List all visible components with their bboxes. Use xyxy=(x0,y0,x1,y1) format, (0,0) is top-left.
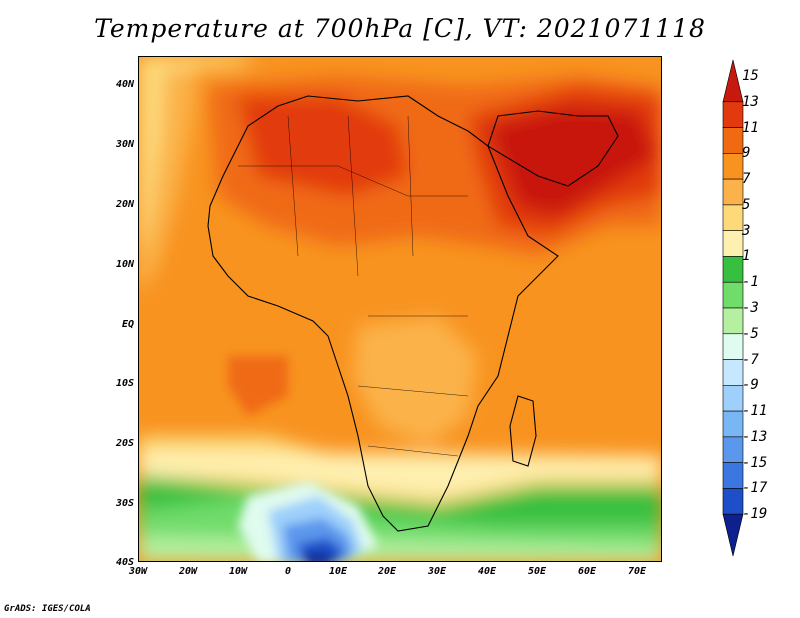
colorbar-label: 7 xyxy=(742,171,751,188)
x-tick-label: 20E xyxy=(377,566,397,577)
temperature-map xyxy=(138,56,662,562)
x-tick-label: 60E xyxy=(577,566,597,577)
colorbar xyxy=(722,59,744,557)
colorbar-swatch xyxy=(722,101,744,128)
colorbar-label: 15 xyxy=(742,68,759,84)
colorbar-label: 11 xyxy=(742,119,759,136)
colorbar-label: -11 xyxy=(742,403,768,420)
credit-text: GrADS: IGES/COLA xyxy=(4,604,91,614)
x-tick-label: 10W xyxy=(228,566,248,577)
colorbar-swatch xyxy=(722,281,744,309)
colorbar-swatch xyxy=(722,462,744,489)
y-tick-label: 40S xyxy=(115,557,134,568)
x-tick-label: 30E xyxy=(427,566,447,577)
colorbar-label: 9 xyxy=(742,145,751,162)
colorbar-label: -17 xyxy=(742,480,768,497)
colorbar-swatch xyxy=(722,333,744,360)
x-tick-label: 0 xyxy=(284,566,292,577)
colorbar-swatch xyxy=(722,59,744,103)
colorbar-swatch xyxy=(722,204,744,231)
colorbar-label: -19 xyxy=(742,506,768,523)
colorbar-label: -5 xyxy=(742,325,759,342)
x-tick-label: 20W xyxy=(178,566,198,577)
x-tick-label: 10E xyxy=(328,566,348,577)
map-title: Temperature at 700hPa [C], VT: 202107111… xyxy=(94,14,706,43)
y-tick-label: 20N xyxy=(115,199,134,210)
colorbar-label: -13 xyxy=(742,428,768,445)
colorbar-swatch xyxy=(722,385,744,412)
x-tick-label: 40E xyxy=(477,566,497,577)
y-tick-label: EQ xyxy=(121,319,134,330)
colorbar-swatch xyxy=(722,513,744,557)
colorbar-label: 1 xyxy=(742,248,751,265)
y-tick-label: 30S xyxy=(115,498,134,509)
colorbar-label: 5 xyxy=(742,196,751,213)
colorbar-swatch xyxy=(722,488,744,515)
colorbar-swatch xyxy=(722,307,744,335)
colorbar-label: -3 xyxy=(742,300,759,316)
colorbar-swatch xyxy=(722,153,744,180)
colorbar-label: 3 xyxy=(742,222,751,239)
colorbar-label: -1 xyxy=(742,274,759,291)
plot-frame xyxy=(138,56,662,562)
y-tick-label: 10N xyxy=(115,259,134,270)
colorbar-swatch xyxy=(722,359,744,386)
colorbar-swatch xyxy=(722,230,744,257)
colorbar-swatch xyxy=(722,178,744,206)
y-tick-label: 40N xyxy=(115,79,134,90)
colorbar-swatch xyxy=(722,410,744,438)
x-tick-label: 50E xyxy=(527,566,547,577)
borders xyxy=(238,115,469,457)
y-tick-label: 10S xyxy=(115,378,134,389)
colorbar-label: -9 xyxy=(742,377,759,394)
colorbar-swatch xyxy=(722,127,744,154)
coastlines xyxy=(207,95,619,532)
y-tick-label: 30N xyxy=(115,139,134,150)
colorbar-label: -7 xyxy=(742,351,759,368)
colorbar-swatch xyxy=(722,256,744,283)
colorbar-label: -15 xyxy=(742,454,768,471)
x-tick-label: 30W xyxy=(128,566,148,577)
colorbar-label: 13 xyxy=(742,93,759,110)
colorbar-swatch xyxy=(722,436,744,463)
x-tick-label: 70E xyxy=(627,566,647,577)
y-tick-label: 20S xyxy=(115,438,134,449)
